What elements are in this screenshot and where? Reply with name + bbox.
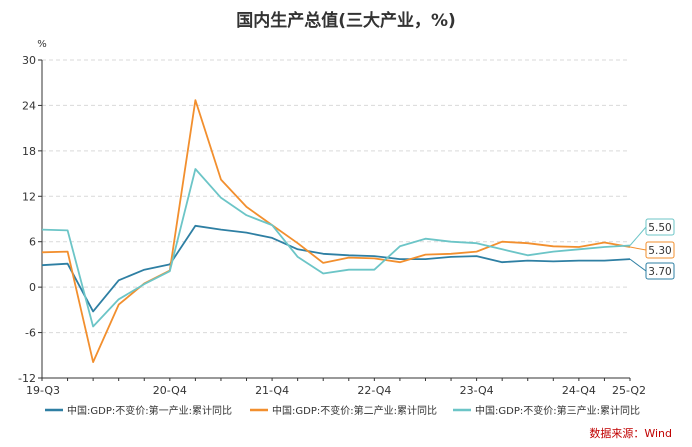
series-line-3 xyxy=(41,168,631,328)
callout-leader xyxy=(629,226,647,246)
y-tick-label: 24 xyxy=(22,99,36,112)
callout-leader xyxy=(629,246,647,251)
y-tick-label: 6 xyxy=(29,236,36,249)
y-tick-label: 12 xyxy=(22,190,36,203)
y-tick-label: -12 xyxy=(18,372,36,385)
legend: 中国:GDP:不变价:第一产业:累计同比 中国:GDP:不变价:第二产业:累计同比… xyxy=(45,404,640,417)
series-line-1 xyxy=(41,224,631,313)
callout-box xyxy=(645,241,675,259)
y-tick-label: 30 xyxy=(22,54,36,67)
x-tick-label: 21-Q4 xyxy=(255,384,289,397)
x-tick-labels: 19-Q3 20-Q4 21-Q4 22-Q4 23-Q4 24-Q4 25-Q2 xyxy=(26,378,646,397)
callout-leader xyxy=(629,258,647,272)
y-tick-label: 0 xyxy=(29,281,36,294)
callout-box xyxy=(645,218,675,236)
callout-box xyxy=(645,262,675,280)
series-line-2 xyxy=(41,99,631,364)
x-tick-label: 24-Q4 xyxy=(562,384,596,397)
callout-value: 3.70 xyxy=(648,266,671,278)
legend-label: 中国:GDP:不变价:第三产业:累计同比 xyxy=(475,404,640,417)
callout-value: 5.30 xyxy=(648,245,671,257)
legend-label: 中国:GDP:不变价:第一产业:累计同比 xyxy=(67,404,232,417)
x-tick-label: 20-Q4 xyxy=(153,384,187,397)
y-tick-labels: -12 -6 0 6 12 18 24 30 xyxy=(18,54,42,385)
x-tick-label: 23-Q4 xyxy=(460,384,494,397)
legend-label: 中国:GDP:不变价:第二产业:累计同比 xyxy=(272,404,437,417)
y-axis-unit: % xyxy=(37,39,47,50)
x-tick-label: 25-Q2 xyxy=(612,384,646,397)
end-value-callouts: 5.50 5.30 3.70 xyxy=(629,218,675,280)
x-tick-label: 19-Q3 xyxy=(26,384,60,397)
chart-title: 国内生产总值(三大产业，%) xyxy=(236,10,456,31)
callout-value: 5.50 xyxy=(648,222,671,234)
y-tick-label: -6 xyxy=(25,327,36,340)
data-source: 数据来源：Wind xyxy=(589,426,672,440)
series-lines xyxy=(41,99,631,364)
y-tick-label: 18 xyxy=(22,145,36,158)
x-tick-label: 22-Q4 xyxy=(357,384,391,397)
axes xyxy=(41,60,630,379)
